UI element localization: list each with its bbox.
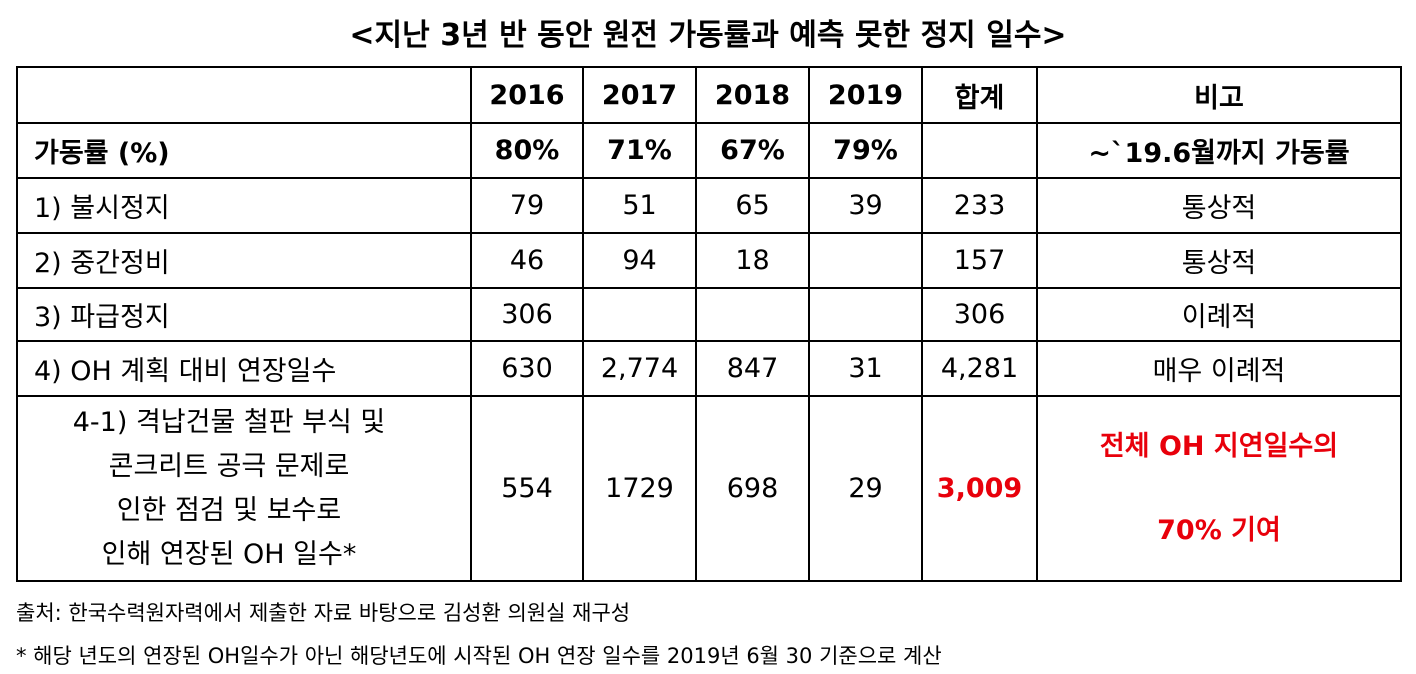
table-row: 3) 파급정지 306 306 이례적 [16,287,1402,342]
table-row: 1) 불시정지 79 51 65 39 233 통상적 [16,177,1402,234]
footnote: * 해당 년도의 연장된 OH일수가 아닌 해당년도에 시작된 OH 연장 일수… [16,644,942,668]
cell: 80% [470,122,584,179]
table-row: 2) 중간정비 46 94 18 157 통상적 [16,232,1402,289]
empty-cell [921,122,1038,179]
cell: 39 [808,177,923,234]
empty-cell [582,287,697,342]
header-cell: 2018 [695,66,810,124]
empty-cell [808,287,923,342]
cell: 매우 이례적 [1036,340,1402,397]
cell: 1) 불시정지 [16,177,472,234]
cell: 46 [470,232,584,289]
cell: 통상적 [1036,177,1402,234]
cell: 630 [470,340,584,397]
cell: 79% [808,122,923,179]
cell-line: 인해 연장된 OH 일수* [101,538,357,570]
cell: 554 [470,395,584,582]
cell: 3,009 [921,395,1038,582]
cell: 698 [695,395,810,582]
cell: 847 [695,340,810,397]
cell: 233 [921,177,1038,234]
cell-line: 콘크리트 공극 문제로 [108,450,350,482]
cell: 2) 중간정비 [16,232,472,289]
cell: 51 [582,177,697,234]
cell: 29 [808,395,923,582]
cell: 2,774 [582,340,697,397]
cell: 67% [695,122,810,179]
cell: 79 [470,177,584,234]
cell: 157 [921,232,1038,289]
header-cell [16,66,472,124]
cell: 18 [695,232,810,289]
header-cell: 2016 [470,66,584,124]
cell: 3) 파급정지 [16,287,472,342]
cell: 4,281 [921,340,1038,397]
table-row: 가동률 (%) 80% 71% 67% 79% ~`19.6월까지 가동률 [16,122,1402,179]
header-cell: 합계 [921,66,1038,124]
cell-line: 전체 OH 지연일수의 [1099,430,1339,462]
header-cell: 2019 [808,66,923,124]
data-table: 2016 2017 2018 2019 합계 비고 가동률 (%) 80% 71% 67% 79% ~… [16,66,1402,582]
title: <지난 3년 반 동안 원전 가동률과 예측 못한 정지 일수> [349,18,1067,53]
empty-cell [695,287,810,342]
cell: 전체 OH 지연일수의 70% 기여 [1036,395,1402,582]
header-cell: 비고 [1036,66,1402,124]
empty-cell [808,232,923,289]
source-note: 출처: 한국수력원자력에서 제출한 자료 바탕으로 김성환 의원실 재구성 [16,601,631,625]
cell-line: 4-1) 격납건물 철판 부식 및 [72,406,386,438]
cell: 이례적 [1036,287,1402,342]
cell: 4) OH 계획 대비 연장일수 [16,340,472,397]
header-cell: 2017 [582,66,697,124]
cell-line: 70% 기여 [1157,514,1281,546]
cell: 306 [921,287,1038,342]
table-row: 4) OH 계획 대비 연장일수 630 2,774 847 31 4,281 매우 이례적 [16,340,1402,397]
cell: 65 [695,177,810,234]
cell: ~`19.6월까지 가동률 [1036,122,1402,179]
cell: 31 [808,340,923,397]
cell: 가동률 (%) [16,122,472,179]
cell: 1729 [582,395,697,582]
header-row: 2016 2017 2018 2019 합계 비고 [16,66,1402,124]
cell: 306 [470,287,584,342]
cell: 통상적 [1036,232,1402,289]
cell: 71% [582,122,697,179]
cell: 94 [582,232,697,289]
cell-line: 인한 점검 및 보수로 [116,494,342,526]
